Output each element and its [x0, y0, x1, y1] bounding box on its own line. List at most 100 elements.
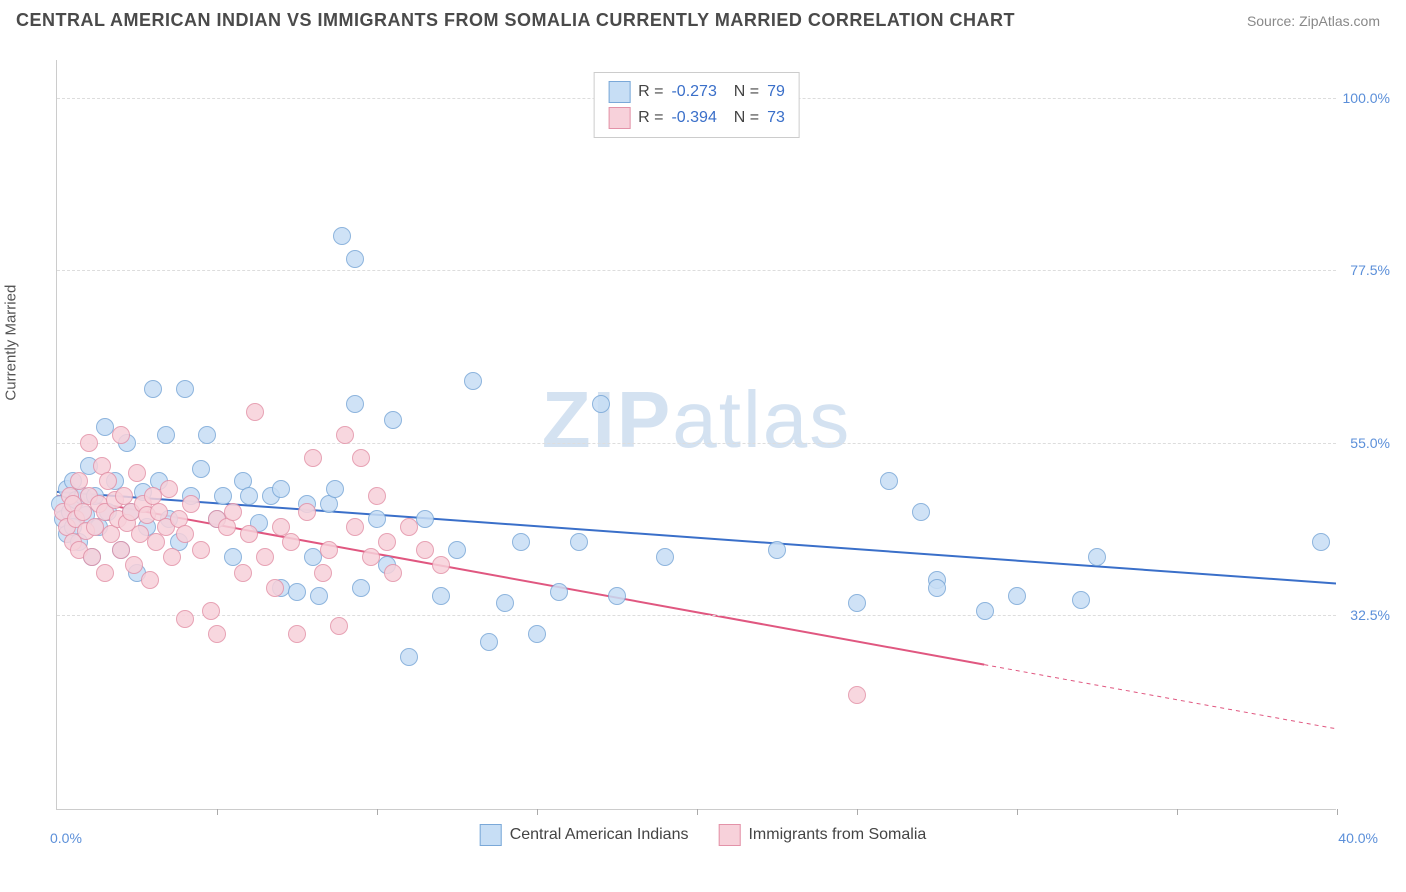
scatter-point: [1312, 533, 1330, 551]
y-tick-label: 32.5%: [1340, 607, 1390, 623]
scatter-point: [592, 395, 610, 413]
legend-stats-row: R = -0.394 N = 73: [608, 105, 785, 131]
watermark-zip: ZIP: [542, 375, 672, 464]
scatter-point: [288, 583, 306, 601]
scatter-point: [224, 503, 242, 521]
n-label: N =: [725, 109, 759, 127]
x-tick-mark: [1017, 809, 1018, 815]
scatter-point: [288, 625, 306, 643]
scatter-plot: ZIPatlas R = -0.273 N = 79R = -0.394 N =…: [56, 60, 1336, 810]
scatter-point: [496, 594, 514, 612]
scatter-point: [99, 472, 117, 490]
scatter-point: [656, 548, 674, 566]
r-value: -0.273: [671, 83, 716, 101]
scatter-point: [512, 533, 530, 551]
scatter-point: [192, 460, 210, 478]
scatter-point: [550, 583, 568, 601]
scatter-point: [112, 426, 130, 444]
legend-swatch: [608, 81, 630, 103]
scatter-point: [848, 594, 866, 612]
page-title: CENTRAL AMERICAN INDIAN VS IMMIGRANTS FR…: [16, 10, 1015, 31]
scatter-point: [976, 602, 994, 620]
scatter-point: [272, 480, 290, 498]
scatter-point: [246, 403, 264, 421]
scatter-point: [346, 250, 364, 268]
scatter-point: [416, 541, 434, 559]
scatter-point: [480, 633, 498, 651]
legend-stats: R = -0.273 N = 79R = -0.394 N = 73: [593, 72, 800, 138]
chart-container: Currently Married ZIPatlas R = -0.273 N …: [16, 50, 1390, 850]
scatter-point: [176, 380, 194, 398]
scatter-point: [96, 564, 114, 582]
scatter-point: [320, 495, 338, 513]
legend-series: Central American Indians Immigrants from …: [480, 824, 927, 846]
watermark: ZIPatlas: [542, 374, 851, 466]
gridline: [57, 615, 1336, 616]
r-label: R =: [638, 83, 663, 101]
scatter-point: [352, 449, 370, 467]
scatter-point: [432, 587, 450, 605]
scatter-point: [880, 472, 898, 490]
scatter-point: [80, 434, 98, 452]
scatter-point: [368, 510, 386, 528]
scatter-point: [218, 518, 236, 536]
scatter-point: [163, 548, 181, 566]
legend-series-item: Immigrants from Somalia: [718, 824, 926, 846]
x-tick-mark: [857, 809, 858, 815]
scatter-point: [608, 587, 626, 605]
y-tick-label: 77.5%: [1340, 262, 1390, 278]
gridline: [57, 443, 1336, 444]
scatter-point: [352, 579, 370, 597]
y-tick-label: 100.0%: [1340, 90, 1390, 106]
scatter-point: [336, 426, 354, 444]
scatter-point: [266, 579, 284, 597]
legend-series-name: Central American Indians: [510, 826, 689, 844]
scatter-point: [378, 533, 396, 551]
scatter-point: [384, 564, 402, 582]
scatter-point: [83, 548, 101, 566]
scatter-point: [333, 227, 351, 245]
scatter-point: [528, 625, 546, 643]
x-axis-end-label: 40.0%: [1338, 830, 1378, 846]
scatter-point: [147, 533, 165, 551]
legend-swatch: [608, 107, 630, 129]
scatter-point: [928, 579, 946, 597]
scatter-point: [298, 503, 316, 521]
scatter-point: [128, 464, 146, 482]
y-axis-title: Currently Married: [3, 285, 20, 401]
scatter-point: [1008, 587, 1026, 605]
scatter-point: [125, 556, 143, 574]
scatter-point: [310, 587, 328, 605]
scatter-point: [176, 610, 194, 628]
x-tick-mark: [377, 809, 378, 815]
scatter-point: [240, 525, 258, 543]
scatter-point: [330, 617, 348, 635]
scatter-point: [282, 533, 300, 551]
scatter-point: [768, 541, 786, 559]
scatter-point: [912, 503, 930, 521]
scatter-point: [314, 564, 332, 582]
scatter-point: [848, 686, 866, 704]
scatter-point: [208, 625, 226, 643]
scatter-point: [192, 541, 210, 559]
scatter-point: [326, 480, 344, 498]
scatter-point: [202, 602, 220, 620]
gridline: [57, 270, 1336, 271]
scatter-point: [416, 510, 434, 528]
scatter-point: [157, 426, 175, 444]
y-tick-label: 55.0%: [1340, 435, 1390, 451]
scatter-point: [304, 449, 322, 467]
scatter-point: [346, 395, 364, 413]
scatter-point: [141, 571, 159, 589]
r-label: R =: [638, 109, 663, 127]
scatter-point: [400, 648, 418, 666]
scatter-point: [346, 518, 364, 536]
scatter-point: [320, 541, 338, 559]
scatter-point: [1088, 548, 1106, 566]
legend-stats-row: R = -0.273 N = 79: [608, 79, 785, 105]
r-value: -0.394: [671, 109, 716, 127]
x-tick-mark: [697, 809, 698, 815]
x-tick-mark: [1337, 809, 1338, 815]
scatter-point: [234, 564, 252, 582]
n-value: 79: [767, 83, 785, 101]
